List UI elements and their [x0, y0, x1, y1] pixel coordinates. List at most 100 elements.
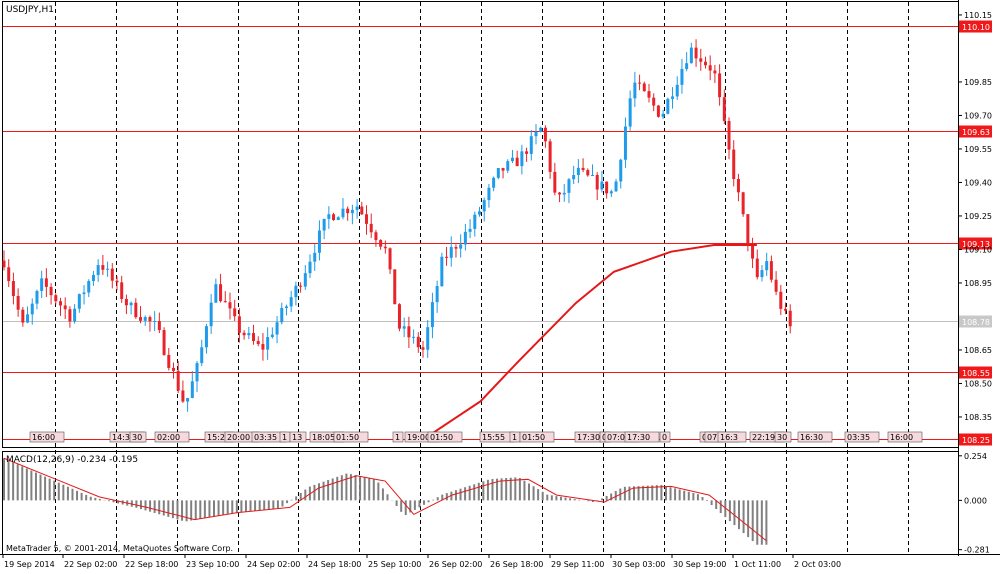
candle-body [393, 269, 397, 305]
candle-body [379, 240, 383, 247]
price-tick-label: 110.15 [964, 11, 992, 20]
candle-body [153, 321, 157, 323]
candle-body [167, 354, 171, 368]
candle-body [699, 58, 703, 62]
level-price-label: 109.13 [962, 240, 990, 249]
current-price-box [959, 315, 992, 328]
candle-body [755, 258, 759, 278]
event-tag-box [887, 431, 923, 443]
candle-body [614, 181, 618, 192]
event-tag-box [624, 431, 660, 443]
candle-body [35, 290, 39, 304]
candle-body [77, 294, 81, 309]
candle-body [317, 230, 321, 253]
candle-body [181, 390, 185, 402]
candle-body [96, 265, 100, 275]
candle-body [421, 347, 425, 350]
candle-body [741, 192, 745, 215]
level-price-box [959, 20, 992, 33]
candle-body [473, 214, 477, 229]
level-price-label: 108.55 [962, 369, 990, 378]
price-tick-label: 108.95 [964, 279, 992, 288]
price-tick-label: 108.35 [964, 413, 992, 422]
candle-body [16, 296, 20, 310]
candle-body [525, 151, 529, 154]
candle-body [148, 317, 152, 322]
candle-body [459, 244, 463, 249]
event-tag-label: 0 [602, 433, 607, 442]
candle-body [751, 244, 755, 259]
candle-body [195, 363, 199, 382]
candle-body [746, 214, 750, 245]
candle-body [383, 246, 387, 249]
candle-body [671, 96, 675, 99]
event-tag-box [129, 431, 147, 443]
event-tag-label: 01:50 [522, 433, 545, 442]
candle-body [736, 179, 740, 193]
price-tick-label: 109.70 [964, 111, 992, 120]
candle-body [478, 211, 482, 215]
candle-body [186, 398, 190, 402]
candle-body [652, 97, 656, 106]
candle-body [256, 341, 260, 345]
candle-body [374, 232, 378, 241]
price-tick-label: 109.10 [964, 245, 992, 254]
candle-body [63, 305, 67, 310]
candle-body [567, 179, 571, 193]
candle-body [713, 70, 717, 74]
candle-body [463, 231, 467, 245]
event-tag-label: 01:50 [336, 433, 359, 442]
event-tag-box [519, 431, 555, 443]
candle-body [581, 167, 585, 171]
event-tag-label: 16:00 [890, 433, 913, 442]
candle-body [779, 291, 783, 309]
candle-body [40, 278, 44, 291]
candle-body [2, 260, 6, 268]
candle-body [605, 181, 609, 194]
vertical-grid [55, 2, 909, 554]
candle-body [628, 98, 632, 127]
candle-body [266, 337, 270, 350]
candle-body [214, 284, 218, 303]
candle-body [492, 177, 496, 188]
candle-body [336, 217, 340, 220]
candle-body [280, 308, 284, 323]
event-tag-label: 1 [282, 433, 287, 442]
candle-body [11, 281, 15, 297]
candle-body [689, 47, 693, 64]
time-tick-label: 22 Sep 18:00 [125, 560, 178, 569]
event-tag-label: 07:00 [607, 433, 630, 442]
event-tag-label: 1 [395, 433, 400, 442]
candle-body [68, 309, 72, 322]
time-tick-label: 24 Sep 18:00 [308, 560, 361, 569]
candle-body [204, 326, 208, 348]
copyright-text: MetaTrader 5, © 2001-2014, MetaQuotes So… [6, 544, 233, 553]
candle-body [58, 301, 62, 306]
candle-body [289, 297, 293, 307]
candle-body [54, 295, 58, 302]
candle-body [416, 336, 420, 348]
candle-body [129, 302, 133, 306]
horizontal-levels: 110.10 109.63 109.13 108.55 108.25 108.78 [3, 20, 992, 446]
candle-body [558, 192, 562, 195]
time-tick-label: 26 Sep 02:00 [429, 560, 482, 569]
candle-body [440, 256, 444, 287]
time-tick-label: 30 Sep 19:00 [673, 560, 726, 569]
candle-body [139, 317, 143, 321]
level-price-box [959, 237, 992, 250]
event-tag-box [844, 431, 880, 443]
candle-body [642, 83, 646, 92]
time-tick-label: 22 Sep 02:00 [64, 560, 117, 569]
candle-body [350, 209, 354, 214]
candle-body [91, 274, 95, 282]
event-tag-box [717, 431, 747, 443]
time-tick-label: 19 Sep 2014 [4, 560, 55, 569]
macd-tick-label: 0.000 [964, 496, 987, 505]
candle-body [157, 321, 161, 331]
candle-body [647, 91, 651, 98]
candle-body [26, 314, 30, 323]
candle-body [595, 175, 599, 190]
event-tag-label: 18:05 [312, 433, 335, 442]
candle-body [496, 168, 500, 178]
